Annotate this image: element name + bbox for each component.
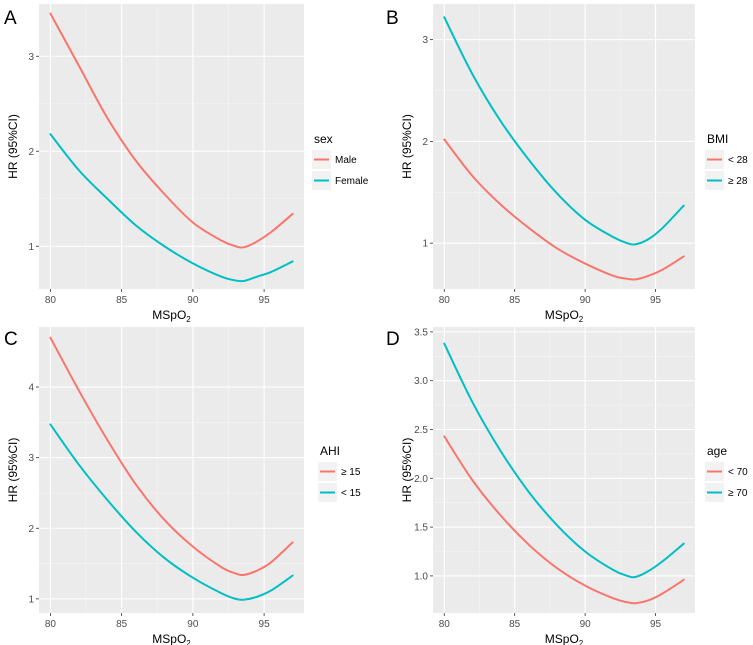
- legend-label: ≥ 70: [728, 488, 748, 499]
- x-tick-label: 80: [439, 619, 451, 630]
- chart-panel-c: C 80 85 90 95 1 2 3 4 MSpO2 HR (95%CI) AHI≥ 15 < 15: [4, 327, 361, 645]
- series-line-2: [49, 423, 294, 601]
- x-tick-label: 80: [45, 619, 57, 630]
- legend-label: < 15: [341, 488, 361, 499]
- panel-letter: D: [386, 329, 400, 350]
- x-tick-label: 85: [509, 295, 521, 306]
- x-tick-label: 90: [187, 295, 199, 306]
- plot-background: [39, 4, 304, 289]
- x-tick-label: 90: [187, 619, 199, 630]
- series-line-1: [49, 336, 294, 577]
- x-tick-label: 90: [580, 295, 592, 306]
- x-axis-title-subscript: 2: [579, 315, 584, 324]
- y-tick-label: 4: [28, 383, 34, 394]
- y-tick-label: 2: [422, 137, 428, 148]
- y-axis-title: HR (95%CI): [6, 114, 20, 179]
- x-axis-title: MSpO2: [545, 308, 584, 324]
- y-tick-label: 1: [422, 239, 428, 250]
- y-tick-label: 1: [28, 594, 34, 605]
- y-axis-title: HR (95%CI): [400, 114, 414, 179]
- y-tick-label: 2: [28, 147, 34, 158]
- x-axis-title-subscript: 2: [186, 315, 191, 324]
- y-tick-label: 1.0: [414, 571, 428, 582]
- series-line-2: [443, 342, 685, 579]
- x-tick-label: 80: [439, 295, 451, 306]
- legend: AHI≥ 15 < 15: [318, 444, 361, 502]
- x-tick-label: 95: [259, 619, 271, 630]
- legend: BMI< 28 ≥ 28: [705, 132, 748, 190]
- panel-letter: A: [4, 8, 17, 29]
- x-axis-title-subscript: 2: [579, 639, 584, 645]
- legend-title: BMI: [707, 132, 728, 146]
- y-tick-label: 2: [28, 524, 34, 535]
- legend-label: < 28: [728, 155, 748, 166]
- x-tick-label: 85: [116, 619, 128, 630]
- x-tick-label: 95: [650, 619, 662, 630]
- legend-title: AHI: [320, 444, 340, 458]
- chart-panel-d: D 80 85 90 95 1.0 1.5 2.0 2.5 3.0 3.5 MSpO2 HR (95%C…: [386, 327, 748, 645]
- y-tick-label: 1.5: [414, 523, 428, 534]
- x-tick-label: 95: [650, 295, 662, 306]
- y-axis-title: HR (95%CI): [400, 438, 414, 503]
- series-line-2: [49, 133, 294, 283]
- legend-label: ≥ 28: [728, 176, 748, 187]
- chart-panel-b: B 80 85 90 95 1 2 3 MSpO2 HR (95%CI) BMI< 28 ≥ 28: [386, 4, 748, 324]
- x-tick-label: 80: [45, 295, 57, 306]
- y-tick-label: 3.5: [414, 327, 428, 338]
- legend-label: ≥ 15: [341, 467, 361, 478]
- legend: age< 70 ≥ 70: [705, 444, 748, 502]
- legend-label: Female: [335, 176, 369, 187]
- legend-label: < 70: [728, 467, 748, 478]
- plot-background: [433, 4, 695, 289]
- panel-letter: C: [4, 329, 18, 350]
- y-tick-label: 3: [28, 52, 34, 63]
- x-tick-label: 90: [580, 619, 592, 630]
- legend-title: age: [707, 444, 727, 458]
- x-tick-label: 95: [259, 295, 271, 306]
- y-axis-title: HR (95%CI): [6, 438, 20, 503]
- legend-title: sex: [314, 132, 333, 146]
- series-line-1: [443, 138, 685, 281]
- y-tick-label: 1: [28, 242, 34, 253]
- x-axis-title-subscript: 2: [186, 639, 191, 645]
- x-axis-title: MSpO2: [152, 308, 191, 324]
- x-axis-title: MSpO2: [545, 632, 584, 645]
- series-line-2: [443, 16, 685, 246]
- legend-label: Male: [335, 155, 357, 166]
- y-tick-label: 3: [422, 35, 428, 46]
- panel-letter: B: [386, 8, 399, 29]
- plot-background: [433, 327, 695, 613]
- y-tick-label: 2.0: [414, 474, 428, 485]
- series-line-1: [443, 435, 685, 605]
- x-tick-label: 85: [116, 295, 128, 306]
- series-line-1: [49, 12, 294, 249]
- x-axis-title: MSpO2: [152, 632, 191, 645]
- y-tick-label: 3.0: [414, 376, 428, 387]
- y-tick-label: 2.5: [414, 425, 428, 436]
- y-tick-label: 3: [28, 453, 34, 464]
- x-tick-label: 85: [509, 619, 521, 630]
